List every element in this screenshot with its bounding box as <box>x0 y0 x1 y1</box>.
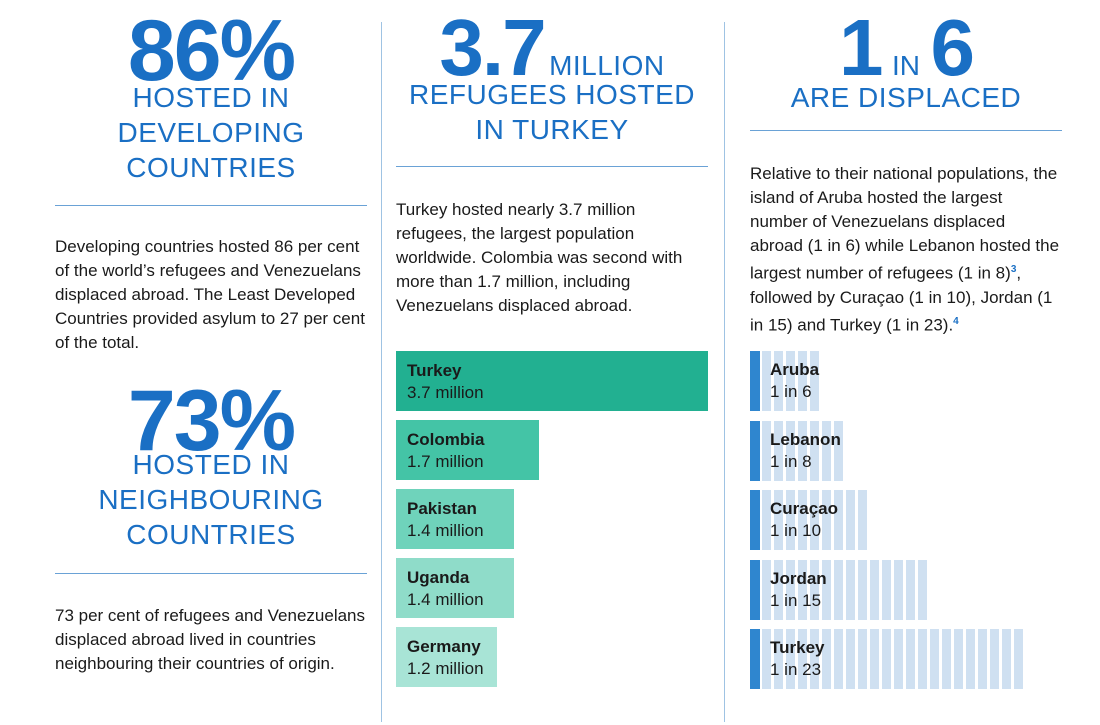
developing-countries-text: Developing countries hosted 86 per cent … <box>55 237 365 352</box>
ratio-stripes <box>762 490 870 550</box>
bar-value-label: 1.4 million <box>407 590 484 609</box>
bar-pakistan: Pakistan 1.4 million <box>396 489 514 549</box>
caption-line: REFUGEES HOSTED <box>409 79 695 110</box>
ratio-stripes <box>762 560 930 620</box>
ratio-label: Curaçao 1 in 10 <box>770 498 838 541</box>
footnote-ref[interactable]: 4 <box>953 315 959 327</box>
stat-86-percent: 86% <box>127 3 296 99</box>
bar-value-label: 3.7 million <box>407 383 484 402</box>
bar-category-label: Germany <box>407 637 481 656</box>
text-part: Relative to their national populations, … <box>750 164 1060 283</box>
ratio-category-label: Aruba <box>770 360 820 379</box>
ratio-highlight <box>750 490 760 550</box>
divider <box>750 130 1062 131</box>
bar-turkey: Turkey 3.7 million <box>396 351 708 411</box>
caption-line: COUNTRIES <box>126 519 296 550</box>
bar-category-label: Turkey <box>407 361 462 380</box>
ratio-label: Turkey 1 in 23 <box>770 637 825 680</box>
ratio-value-label: 1 in 23 <box>770 660 822 679</box>
ratio-stripes <box>762 351 822 411</box>
ratio-value-label: 1 in 10 <box>770 521 822 540</box>
stat-number: 6 <box>930 3 974 92</box>
displaced-caption: ARE DISPLACED <box>750 80 1062 115</box>
bar-category-label: Colombia <box>407 430 485 449</box>
divider <box>55 205 367 206</box>
ratio-highlight <box>750 421 760 481</box>
caption-line: NEIGHBOURING <box>98 484 324 515</box>
ratio-category-label: Turkey <box>770 638 825 657</box>
bar-category-label: Pakistan <box>407 499 477 518</box>
ratio-value-label: 1 in 6 <box>770 382 812 401</box>
ratio-highlight <box>750 629 760 689</box>
ratio-category-label: Jordan <box>770 569 827 588</box>
ratio-value-label: 1 in 15 <box>770 591 822 610</box>
footnote-ref[interactable]: 3 <box>1010 264 1017 275</box>
caption-line: IN TURKEY <box>475 114 629 145</box>
ratio-category-label: Lebanon <box>770 430 841 449</box>
ratio-label: Lebanon 1 in 8 <box>770 429 841 472</box>
ratio-category-label: Curaçao <box>770 499 839 518</box>
column-divider-left <box>381 22 382 722</box>
ratio-highlight <box>750 351 760 411</box>
caption-line: ARE DISPLACED <box>790 82 1022 113</box>
bar-value-label: 1.7 million <box>407 452 484 471</box>
stat-73-percent: 73% <box>127 373 296 469</box>
ratio-highlight <box>750 560 760 620</box>
stat-number: 1 <box>839 3 883 92</box>
column-divider-right <box>724 22 725 722</box>
caption-line: DEVELOPING <box>117 117 305 148</box>
stat-73-caption: HOSTED IN NEIGHBOURING COUNTRIES <box>55 447 367 552</box>
stat-in-word: IN <box>892 50 920 81</box>
bar-colombia: Colombia 1.7 million <box>396 420 539 480</box>
ratio-label: Aruba 1 in 6 <box>770 359 819 402</box>
divider <box>55 573 367 574</box>
bar-value-label: 1.4 million <box>407 521 484 540</box>
neighbouring-countries-text: 73 per cent of refugees and Venezuelans … <box>55 606 366 673</box>
caption-line: COUNTRIES <box>126 152 296 183</box>
stat-86-caption: HOSTED IN DEVELOPING COUNTRIES <box>55 80 367 185</box>
text-part: , followed by Curaçao (1 in 10), Jordan … <box>750 263 1053 335</box>
caption-line: HOSTED IN <box>132 82 290 113</box>
stat-unit: MILLION <box>549 50 665 81</box>
bar-uganda: Uganda 1.4 million <box>396 558 514 618</box>
stat-value: 3.7 <box>439 3 546 92</box>
turkey-caption: REFUGEES HOSTED IN TURKEY <box>396 77 708 147</box>
relative-population-text: Relative to their national populations, … <box>750 162 1062 337</box>
divider <box>396 166 708 167</box>
bar-category-label: Uganda <box>407 568 470 587</box>
bar-value-label: 1.2 million <box>407 659 484 678</box>
bar-germany: Germany 1.2 million <box>396 627 497 687</box>
stat-3-7-million: 3.7 MILLION <box>396 8 708 88</box>
ratio-value-label: 1 in 8 <box>770 452 812 471</box>
ratio-stripes <box>762 629 1026 689</box>
caption-line: HOSTED IN <box>132 449 290 480</box>
ratio-stripes <box>762 421 846 481</box>
ratio-label: Jordan 1 in 15 <box>770 568 827 611</box>
stat-1-in-6: 1 IN 6 <box>750 8 1062 88</box>
turkey-text: Turkey hosted nearly 3.7 million refugee… <box>396 200 683 315</box>
